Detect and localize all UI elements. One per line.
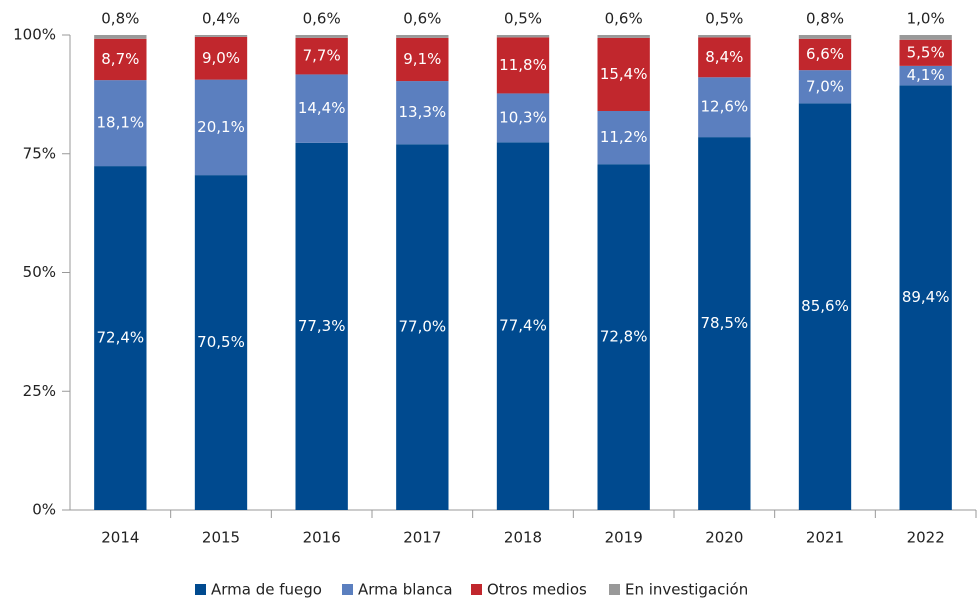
legend-label: En investigación [625, 581, 748, 599]
bar-segment [295, 37, 348, 75]
data-label: 0,6% [605, 10, 643, 28]
bar-segment [396, 35, 449, 38]
bar-segment [899, 35, 952, 40]
legend-swatch [609, 584, 620, 595]
bar-segment [94, 38, 147, 81]
bar-segment [194, 175, 248, 510]
bar-segment [194, 36, 248, 80]
data-label: 12,6% [701, 98, 749, 116]
data-label: 10,3% [499, 108, 547, 126]
data-label: 13,3% [399, 103, 447, 121]
bar-segment [194, 35, 248, 37]
data-label: 0,4% [202, 10, 240, 28]
bar-segment [295, 35, 348, 38]
legend-label: Arma de fuego [211, 581, 322, 599]
bar-segment [396, 144, 449, 510]
data-label: 72,8% [600, 328, 648, 346]
x-tick-label: 2014 [101, 529, 139, 547]
data-label: 85,6% [801, 297, 849, 315]
data-label: 8,7% [101, 50, 139, 68]
bar-segment [295, 74, 348, 143]
legend-label: Arma blanca [358, 581, 453, 599]
data-label: 11,8% [499, 56, 547, 74]
data-label: 0,5% [705, 10, 743, 28]
data-label: 70,5% [197, 333, 245, 351]
data-label: 7,0% [806, 77, 844, 95]
bar-segment [295, 142, 348, 510]
data-label: 1,0% [907, 10, 945, 28]
bar-segment [194, 79, 248, 176]
bar-segment [798, 35, 852, 39]
bar-segment [597, 35, 650, 38]
legend: Arma de fuego Arma blanca Otros medios En i… [195, 581, 748, 599]
bar-segment [496, 93, 550, 143]
bar-segment [94, 35, 147, 39]
legend-swatch [471, 584, 482, 595]
bar-segment [496, 37, 550, 94]
data-label: 20,1% [197, 118, 245, 136]
bar-segment [496, 142, 550, 510]
data-label: 89,4% [902, 288, 950, 306]
x-tick-label: 2021 [806, 529, 844, 547]
bar-segment [698, 35, 751, 38]
data-label: 14,4% [298, 99, 346, 117]
x-tick-label: 2015 [202, 529, 240, 547]
bar-segment [94, 166, 147, 510]
data-label: 8,4% [705, 48, 743, 66]
x-tick-label: 2019 [605, 529, 643, 547]
data-label: 0,8% [101, 10, 139, 28]
data-label: 9,0% [202, 49, 240, 67]
x-tick-label: 2020 [705, 529, 743, 547]
data-label: 77,0% [399, 318, 447, 336]
bar-segment [698, 37, 751, 78]
data-label: 18,1% [97, 114, 145, 132]
y-tick-label: 25% [23, 382, 56, 400]
bar-segment [899, 65, 952, 86]
data-label: 5,5% [907, 43, 945, 61]
bar-segment [798, 70, 852, 104]
x-tick-label: 2018 [504, 529, 542, 547]
bar-segment [698, 137, 751, 510]
data-label: 7,7% [303, 47, 341, 65]
x-tick-label: 2016 [303, 529, 341, 547]
bar-segment [698, 77, 751, 138]
bar-segment [496, 35, 550, 38]
data-label: 0,6% [303, 10, 341, 28]
legend-swatch [195, 584, 206, 595]
data-label: 9,1% [403, 50, 441, 68]
data-label: 11,2% [600, 128, 648, 146]
y-tick-label: 50% [23, 263, 56, 281]
bar-segment [899, 85, 952, 510]
bar-segment [597, 164, 650, 510]
data-label: 0,5% [504, 10, 542, 28]
x-tick-label: 2017 [403, 529, 441, 547]
bar-segment [798, 103, 852, 511]
data-label: 4,1% [907, 66, 945, 84]
data-label: 6,6% [806, 45, 844, 63]
data-label: 15,4% [600, 65, 648, 83]
bar-segment [597, 111, 650, 165]
data-label: 77,4% [499, 317, 547, 335]
y-tick-label: 100% [13, 26, 56, 44]
bar-segment [396, 81, 449, 145]
legend-swatch [342, 584, 353, 595]
y-tick-label: 0% [32, 501, 56, 519]
data-label: 78,5% [701, 314, 749, 332]
data-label: 0,8% [806, 10, 844, 28]
y-tick-label: 75% [23, 144, 56, 162]
x-tick-label: 2022 [907, 529, 945, 547]
bar-segment [899, 39, 952, 66]
data-label: 72,4% [97, 329, 145, 347]
bar-segment [597, 37, 650, 111]
bar-segment [396, 37, 449, 82]
bar-segment [798, 38, 852, 71]
data-label: 0,6% [403, 10, 441, 28]
bar-segment [94, 80, 147, 167]
legend-label: Otros medios [487, 581, 587, 599]
data-label: 77,3% [298, 317, 346, 335]
